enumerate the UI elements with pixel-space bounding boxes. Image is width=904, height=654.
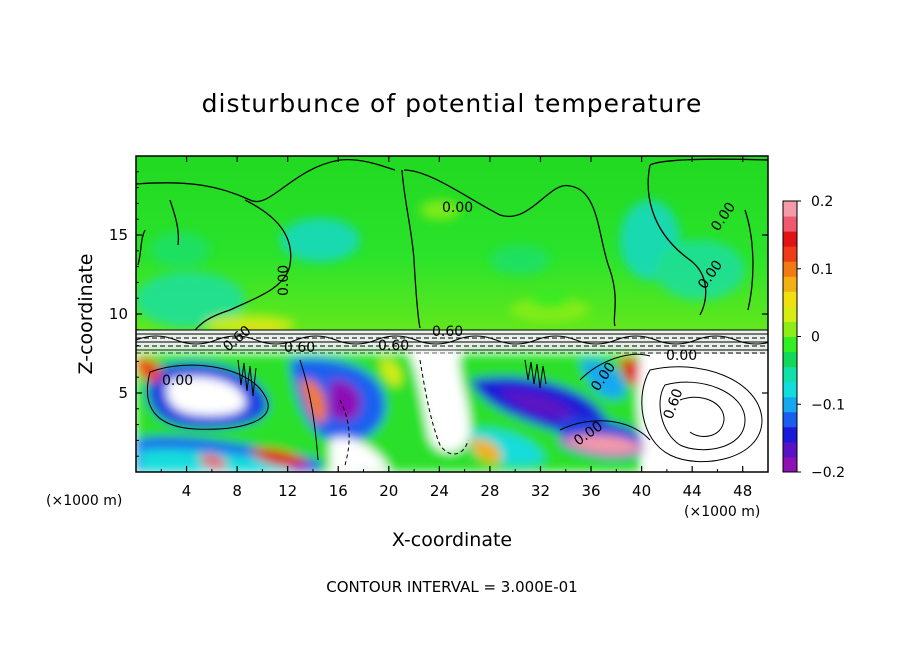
colorbar-swatch — [783, 351, 797, 368]
colorbar-swatch — [783, 291, 797, 307]
colorbar-swatch — [783, 261, 797, 277]
x-tick-label: 16 — [329, 482, 348, 500]
x-tick-label: 12 — [278, 482, 297, 500]
colorbar-swatch — [783, 441, 797, 458]
colorbar-swatch — [783, 411, 797, 428]
colorbar-tick-label: −0.1 — [811, 397, 845, 413]
x-tick-label: 28 — [480, 482, 499, 500]
chart-title: disturbunce of potential temperature — [202, 89, 703, 118]
colorbar-swatch — [783, 396, 797, 413]
colorbar-swatch — [783, 231, 797, 247]
plot-area: 0.00 0.00 0.00 0.00 0.60 0.60 0.60 0.00 … — [136, 156, 768, 472]
colorbar-tick-label: 0 — [811, 330, 820, 346]
colorbar-swatch — [783, 246, 797, 262]
colorbar-swatch — [783, 201, 797, 217]
contour-label: 0.00 — [442, 200, 473, 216]
colorbar-swatch — [783, 276, 797, 292]
y-axis: 5 10 15 — [109, 171, 768, 457]
y-tick-label: 10 — [109, 305, 128, 323]
contour-interval-text: CONTOUR INTERVAL = 3.000E-01 — [326, 578, 577, 596]
y-axis-title: Z-coordinate — [75, 254, 97, 375]
y-tick-label: 15 — [109, 226, 128, 244]
y-tick-label: 5 — [118, 384, 128, 402]
contour-label: 0.60 — [432, 324, 463, 340]
x-tick-label: 48 — [733, 482, 752, 500]
x-tick-label: 20 — [379, 482, 398, 500]
x-axis-title: X-coordinate — [392, 529, 512, 551]
lower-contours — [146, 353, 763, 466]
colorbar-swatch — [783, 306, 797, 322]
x-tick-label: 4 — [182, 482, 192, 500]
colorbar-swatch — [783, 381, 797, 398]
x-tick-label: 8 — [232, 482, 242, 500]
contour-label: 0.00 — [162, 373, 193, 389]
colorbar-swatch — [783, 336, 797, 353]
x-axis: 4 8 12 16 20 24 28 32 36 40 44 48 — [160, 156, 752, 500]
colorbar-swatch — [783, 456, 797, 473]
colorbar-tick-label: −0.2 — [811, 465, 845, 481]
upper-contours — [136, 158, 768, 331]
colorbar-tick-label: 0.2 — [811, 194, 833, 210]
x-tick-label: 32 — [531, 482, 550, 500]
contour-label: 0.60 — [284, 340, 315, 356]
contour-label: 0.60 — [378, 338, 409, 354]
tropopause-contours — [136, 329, 768, 354]
x-unit-label-right: (×1000 m) — [684, 504, 760, 520]
colorbar-swatch — [783, 426, 797, 443]
contour-label: 0.00 — [666, 348, 697, 364]
colorbar-tick-label: 0.1 — [811, 262, 833, 278]
contour-label: 0.00 — [276, 265, 292, 296]
x-tick-label: 44 — [683, 482, 702, 500]
colorbar: 0.2 0.1 0 −0.1 −0.2 — [782, 194, 845, 481]
colorbar-swatch — [783, 366, 797, 383]
colorbar-swatch — [783, 216, 797, 232]
x-tick-label: 40 — [632, 482, 651, 500]
x-tick-label: 36 — [581, 482, 600, 500]
lower-field-patches — [136, 354, 768, 472]
colorbar-swatch — [783, 321, 797, 337]
x-unit-label: (×1000 m) — [46, 493, 122, 509]
x-tick-label: 24 — [430, 482, 449, 500]
